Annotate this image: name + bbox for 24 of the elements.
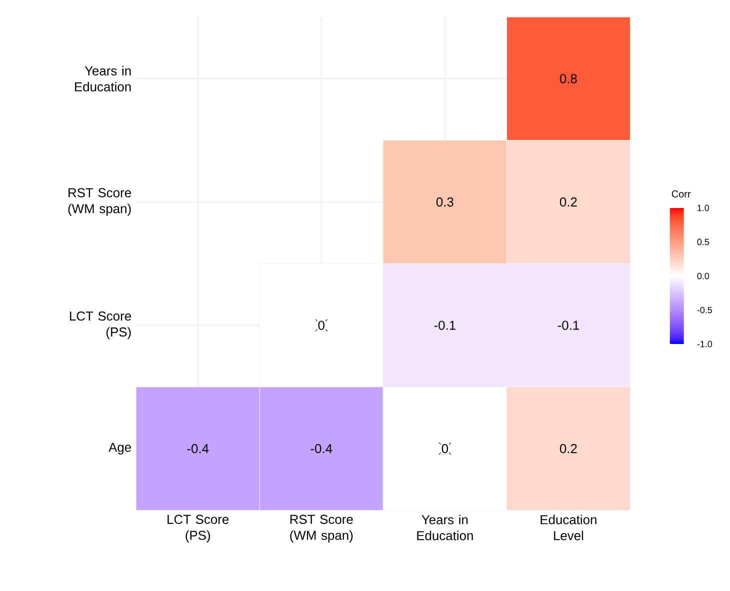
color-bar-label: 0.0 <box>697 272 710 280</box>
y-tick-label: LCT Score (PS) <box>70 311 131 339</box>
x-tick-label: LCT Score (PS) <box>168 514 229 542</box>
y-tick-label: Years in Education <box>75 66 131 92</box>
y-tick-label: Age <box>108 442 131 454</box>
x-tick-label: Years in Education <box>417 514 473 540</box>
color-bar-label: 1.0 <box>698 204 710 211</box>
y-tick-label: RST Score (WM span) <box>68 188 131 216</box>
data-label: 0 <box>318 320 324 330</box>
data-label: 0.8 <box>560 74 577 84</box>
x-tick-label: RST Score (WM span) <box>290 514 353 542</box>
data-label: -0.1 <box>434 320 456 330</box>
color-bar-title: Corr <box>672 190 691 198</box>
data-label: -0.1 <box>558 320 579 330</box>
data-label: -0.4 <box>187 444 209 454</box>
color-bar-label: 0.5 <box>697 238 710 245</box>
color-bar-label: -1.0 <box>697 340 712 348</box>
data-label: 0 <box>442 444 448 454</box>
x-tick-label: Education Level <box>540 514 596 540</box>
data-label: 0.3 <box>436 197 454 206</box>
data-label: 0.2 <box>560 444 577 454</box>
data-label: 0.2 <box>560 197 577 206</box>
data-label: -0.4 <box>310 444 332 454</box>
color-bar-label: -0.5 <box>697 306 712 314</box>
